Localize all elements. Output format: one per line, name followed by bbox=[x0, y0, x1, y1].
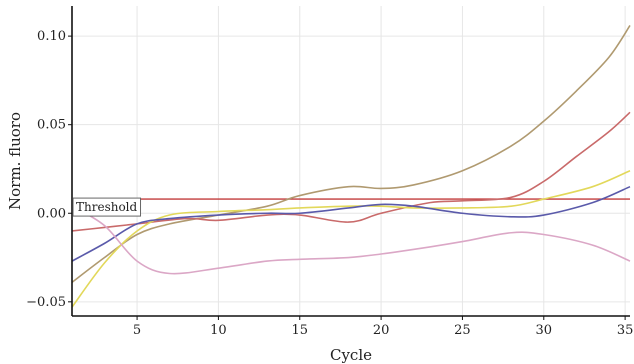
series-line-4 bbox=[71, 205, 631, 275]
y-axis-title: Norm. fluoro bbox=[6, 112, 24, 210]
series-layer bbox=[71, 25, 631, 308]
axes bbox=[71, 6, 630, 317]
x-tick-label-0: 5 bbox=[133, 323, 141, 338]
x-tick-label-5: 30 bbox=[536, 323, 553, 338]
y-tick-label-0: −0.05 bbox=[26, 295, 66, 310]
x-tick-label-3: 20 bbox=[373, 323, 390, 338]
x-tick-label-1: 10 bbox=[210, 323, 227, 338]
threshold-label-box bbox=[72, 197, 142, 217]
x-tick-label-4: 25 bbox=[454, 323, 471, 338]
series-line-0 bbox=[71, 25, 631, 283]
ticks: 5 10 15 20 25 30 35 −0.05 0.00 0.05 0.10 bbox=[26, 29, 633, 338]
series-line-1 bbox=[71, 111, 631, 232]
y-tick-label-2: 0.05 bbox=[37, 118, 66, 133]
grid bbox=[72, 6, 630, 316]
y-tick-label-1: 0.00 bbox=[37, 206, 66, 221]
threshold-label-text: Threshold bbox=[76, 200, 138, 214]
x-axis-title: Cycle bbox=[330, 346, 372, 364]
x-tick-label-6: 35 bbox=[617, 323, 634, 338]
threshold-label: Threshold bbox=[72, 197, 142, 217]
series-line-2 bbox=[71, 170, 631, 308]
y-tick-label-3: 0.10 bbox=[37, 29, 66, 44]
x-tick-label-2: 15 bbox=[291, 323, 308, 338]
series-line-3 bbox=[71, 185, 631, 262]
